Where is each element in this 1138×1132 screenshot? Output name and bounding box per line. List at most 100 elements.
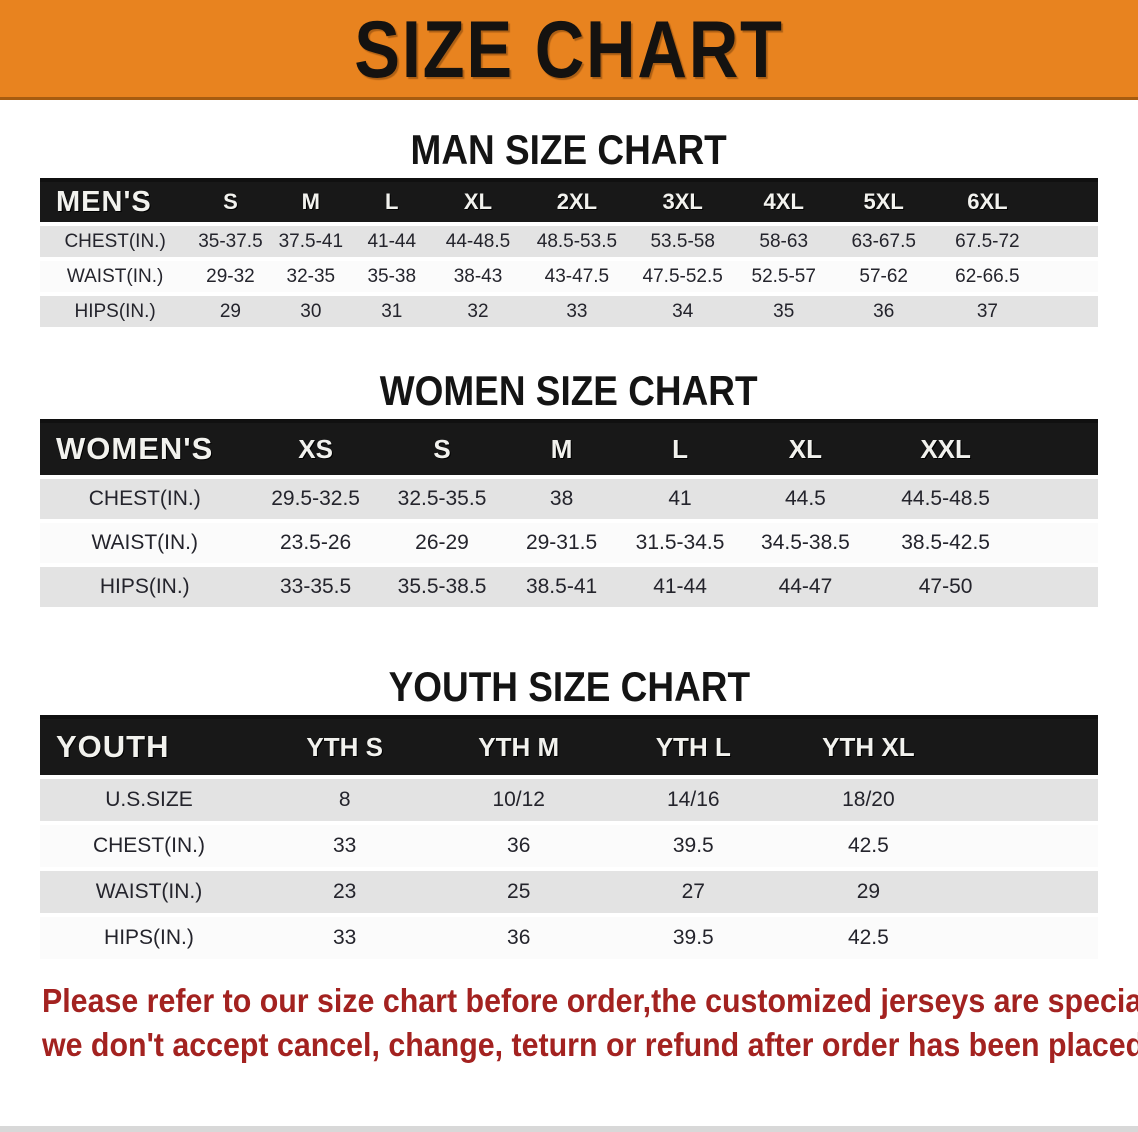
youth-measure-row: WAIST(IN.) 23 25 27 29 xyxy=(40,871,1098,913)
womens-section-heading-text: WOMEN SIZE CHART xyxy=(380,367,758,414)
youth-size-value: 18/20 xyxy=(780,779,957,821)
mens-size-value: 62-66.5 xyxy=(935,261,1040,292)
youth-section-heading: YOUTH SIZE CHART xyxy=(0,663,1138,711)
womens-row-spacer xyxy=(1019,479,1098,519)
mens-measure-row: WAIST(IN.) 29-32 32-35 35-38 38-43 43-47.5 47.… xyxy=(40,261,1098,292)
womens-size-value: 34.5-38.5 xyxy=(739,523,872,563)
page-title: SIZE CHART xyxy=(354,2,784,95)
womens-size-value: 29.5-32.5 xyxy=(249,479,382,519)
mens-measure-row: CHEST(IN.) 35-37.5 37.5-41 41-44 44-48.5 48.5… xyxy=(40,226,1098,257)
womens-row-label: WAIST(IN.) xyxy=(40,523,250,563)
mens-size-value: 35 xyxy=(735,296,833,327)
footnote: Please refer to our size chart before or… xyxy=(42,979,1138,1067)
youth-size-column-header: YTH XL xyxy=(780,715,957,775)
youth-measure-row: HIPS(IN.) 33 36 39.5 42.5 xyxy=(40,917,1098,959)
mens-size-value: 44-48.5 xyxy=(432,226,524,257)
mens-size-column-header: M xyxy=(270,178,352,222)
womens-size-value: 41 xyxy=(620,479,740,519)
womens-size-value: 38.5-42.5 xyxy=(871,523,1020,563)
womens-size-value: 44.5 xyxy=(739,479,872,519)
banner: SIZE CHART xyxy=(0,0,1138,100)
womens-size-value: 29-31.5 xyxy=(502,523,621,563)
womens-section-heading: WOMEN SIZE CHART xyxy=(0,367,1138,415)
mens-size-column-header: L xyxy=(351,178,433,222)
youth-row-spacer xyxy=(956,779,1098,821)
mens-size-value: 41-44 xyxy=(351,226,433,257)
mens-size-value: 43-47.5 xyxy=(523,261,631,292)
womens-header-row: WOMEN'S XS S M L XL XXL xyxy=(40,419,1098,475)
mens-size-value: 38-43 xyxy=(432,261,524,292)
mens-size-column-header: 6XL xyxy=(935,178,1040,222)
mens-size-column-header: XL xyxy=(432,178,524,222)
sections-container: MAN SIZE CHART MEN'S S M L XL 2XL 3XL 4XL 5XL 6XL C… xyxy=(0,126,1138,963)
youth-size-value: 8 xyxy=(257,779,432,821)
youth-row-spacer xyxy=(956,917,1098,959)
mens-size-value: 67.5-72 xyxy=(935,226,1040,257)
mens-section-heading-text: MAN SIZE CHART xyxy=(410,126,728,173)
womens-size-value: 44.5-48.5 xyxy=(871,479,1020,519)
youth-row-spacer xyxy=(956,825,1098,867)
womens-measure-row: WAIST(IN.) 23.5-26 26-29 29-31.5 31.5-34.5 34… xyxy=(40,523,1098,563)
youth-row-label: U.S.SIZE xyxy=(40,779,258,821)
youth-section-heading-text: YOUTH SIZE CHART xyxy=(388,663,750,710)
mens-size-value: 58-63 xyxy=(735,226,833,257)
womens-size-column-header: XL xyxy=(739,419,872,475)
mens-measure-row: HIPS(IN.) 29 30 31 32 33 34 35 36 37 xyxy=(40,296,1098,327)
mens-size-value: 34 xyxy=(630,296,736,327)
womens-size-column-header: S xyxy=(381,419,503,475)
womens-size-value: 33-35.5 xyxy=(249,567,382,607)
womens-size-value: 32.5-35.5 xyxy=(381,479,503,519)
womens-size-column-header: XXL xyxy=(871,419,1020,475)
mens-size-column-header: S xyxy=(190,178,271,222)
mens-size-value: 31 xyxy=(351,296,433,327)
mens-size-value: 48.5-53.5 xyxy=(523,226,631,257)
womens-size-column-header: XS xyxy=(249,419,382,475)
womens-size-table: WOMEN'S XS S M L XL XXL CHEST(IN.) 29.5-32.5 32.5… xyxy=(40,415,1098,611)
mens-header-spacer xyxy=(1039,178,1098,222)
bottom-edge-strip xyxy=(0,1126,1138,1132)
womens-row-spacer xyxy=(1019,523,1098,563)
womens-size-value: 26-29 xyxy=(381,523,503,563)
mens-section-heading: MAN SIZE CHART xyxy=(0,126,1138,174)
mens-size-value: 36 xyxy=(832,296,936,327)
mens-table-title: MEN'S xyxy=(40,178,191,222)
youth-size-value: 42.5 xyxy=(780,825,957,867)
mens-size-column-header: 4XL xyxy=(735,178,833,222)
mens-size-value: 29-32 xyxy=(190,261,271,292)
youth-size-table: YOUTH YTH S YTH M YTH L YTH XL U.S.SIZE 8 10/12… xyxy=(40,711,1098,963)
womens-row-label: CHEST(IN.) xyxy=(40,479,250,519)
youth-size-value: 25 xyxy=(431,871,606,913)
mens-size-value: 57-62 xyxy=(832,261,936,292)
youth-header-spacer xyxy=(956,715,1098,775)
mens-row-spacer xyxy=(1039,226,1098,257)
mens-size-column-header: 3XL xyxy=(630,178,736,222)
mens-size-value: 33 xyxy=(523,296,631,327)
womens-row-label: HIPS(IN.) xyxy=(40,567,250,607)
mens-size-value: 37.5-41 xyxy=(270,226,352,257)
youth-size-value: 14/16 xyxy=(606,779,781,821)
mens-size-value: 63-67.5 xyxy=(832,226,936,257)
youth-size-column-header: YTH L xyxy=(606,715,781,775)
youth-size-value: 39.5 xyxy=(606,917,781,959)
youth-row-label: CHEST(IN.) xyxy=(40,825,258,867)
youth-size-value: 10/12 xyxy=(431,779,606,821)
youth-header-row: YOUTH YTH S YTH M YTH L YTH XL xyxy=(40,715,1098,775)
youth-size-value: 36 xyxy=(431,917,606,959)
youth-size-value: 23 xyxy=(257,871,432,913)
youth-size-value: 33 xyxy=(257,917,432,959)
womens-size-value: 38.5-41 xyxy=(502,567,621,607)
youth-size-value: 29 xyxy=(780,871,957,913)
womens-size-column-header: M xyxy=(502,419,621,475)
footnote-line-1: Please refer to our size chart before or… xyxy=(42,982,1138,1019)
mens-size-value: 32 xyxy=(432,296,524,327)
youth-size-value: 36 xyxy=(431,825,606,867)
mens-header-row: MEN'S S M L XL 2XL 3XL 4XL 5XL 6XL xyxy=(40,178,1098,222)
mens-size-value: 35-38 xyxy=(351,261,433,292)
mens-size-table: MEN'S S M L XL 2XL 3XL 4XL 5XL 6XL CHEST(IN.) 35-37… xyxy=(40,174,1098,331)
mens-row-label: WAIST(IN.) xyxy=(40,261,191,292)
mens-row-label: HIPS(IN.) xyxy=(40,296,191,327)
youth-row-label: WAIST(IN.) xyxy=(40,871,258,913)
mens-row-spacer xyxy=(1039,296,1098,327)
mens-size-value: 52.5-57 xyxy=(735,261,833,292)
womens-size-value: 31.5-34.5 xyxy=(620,523,740,563)
